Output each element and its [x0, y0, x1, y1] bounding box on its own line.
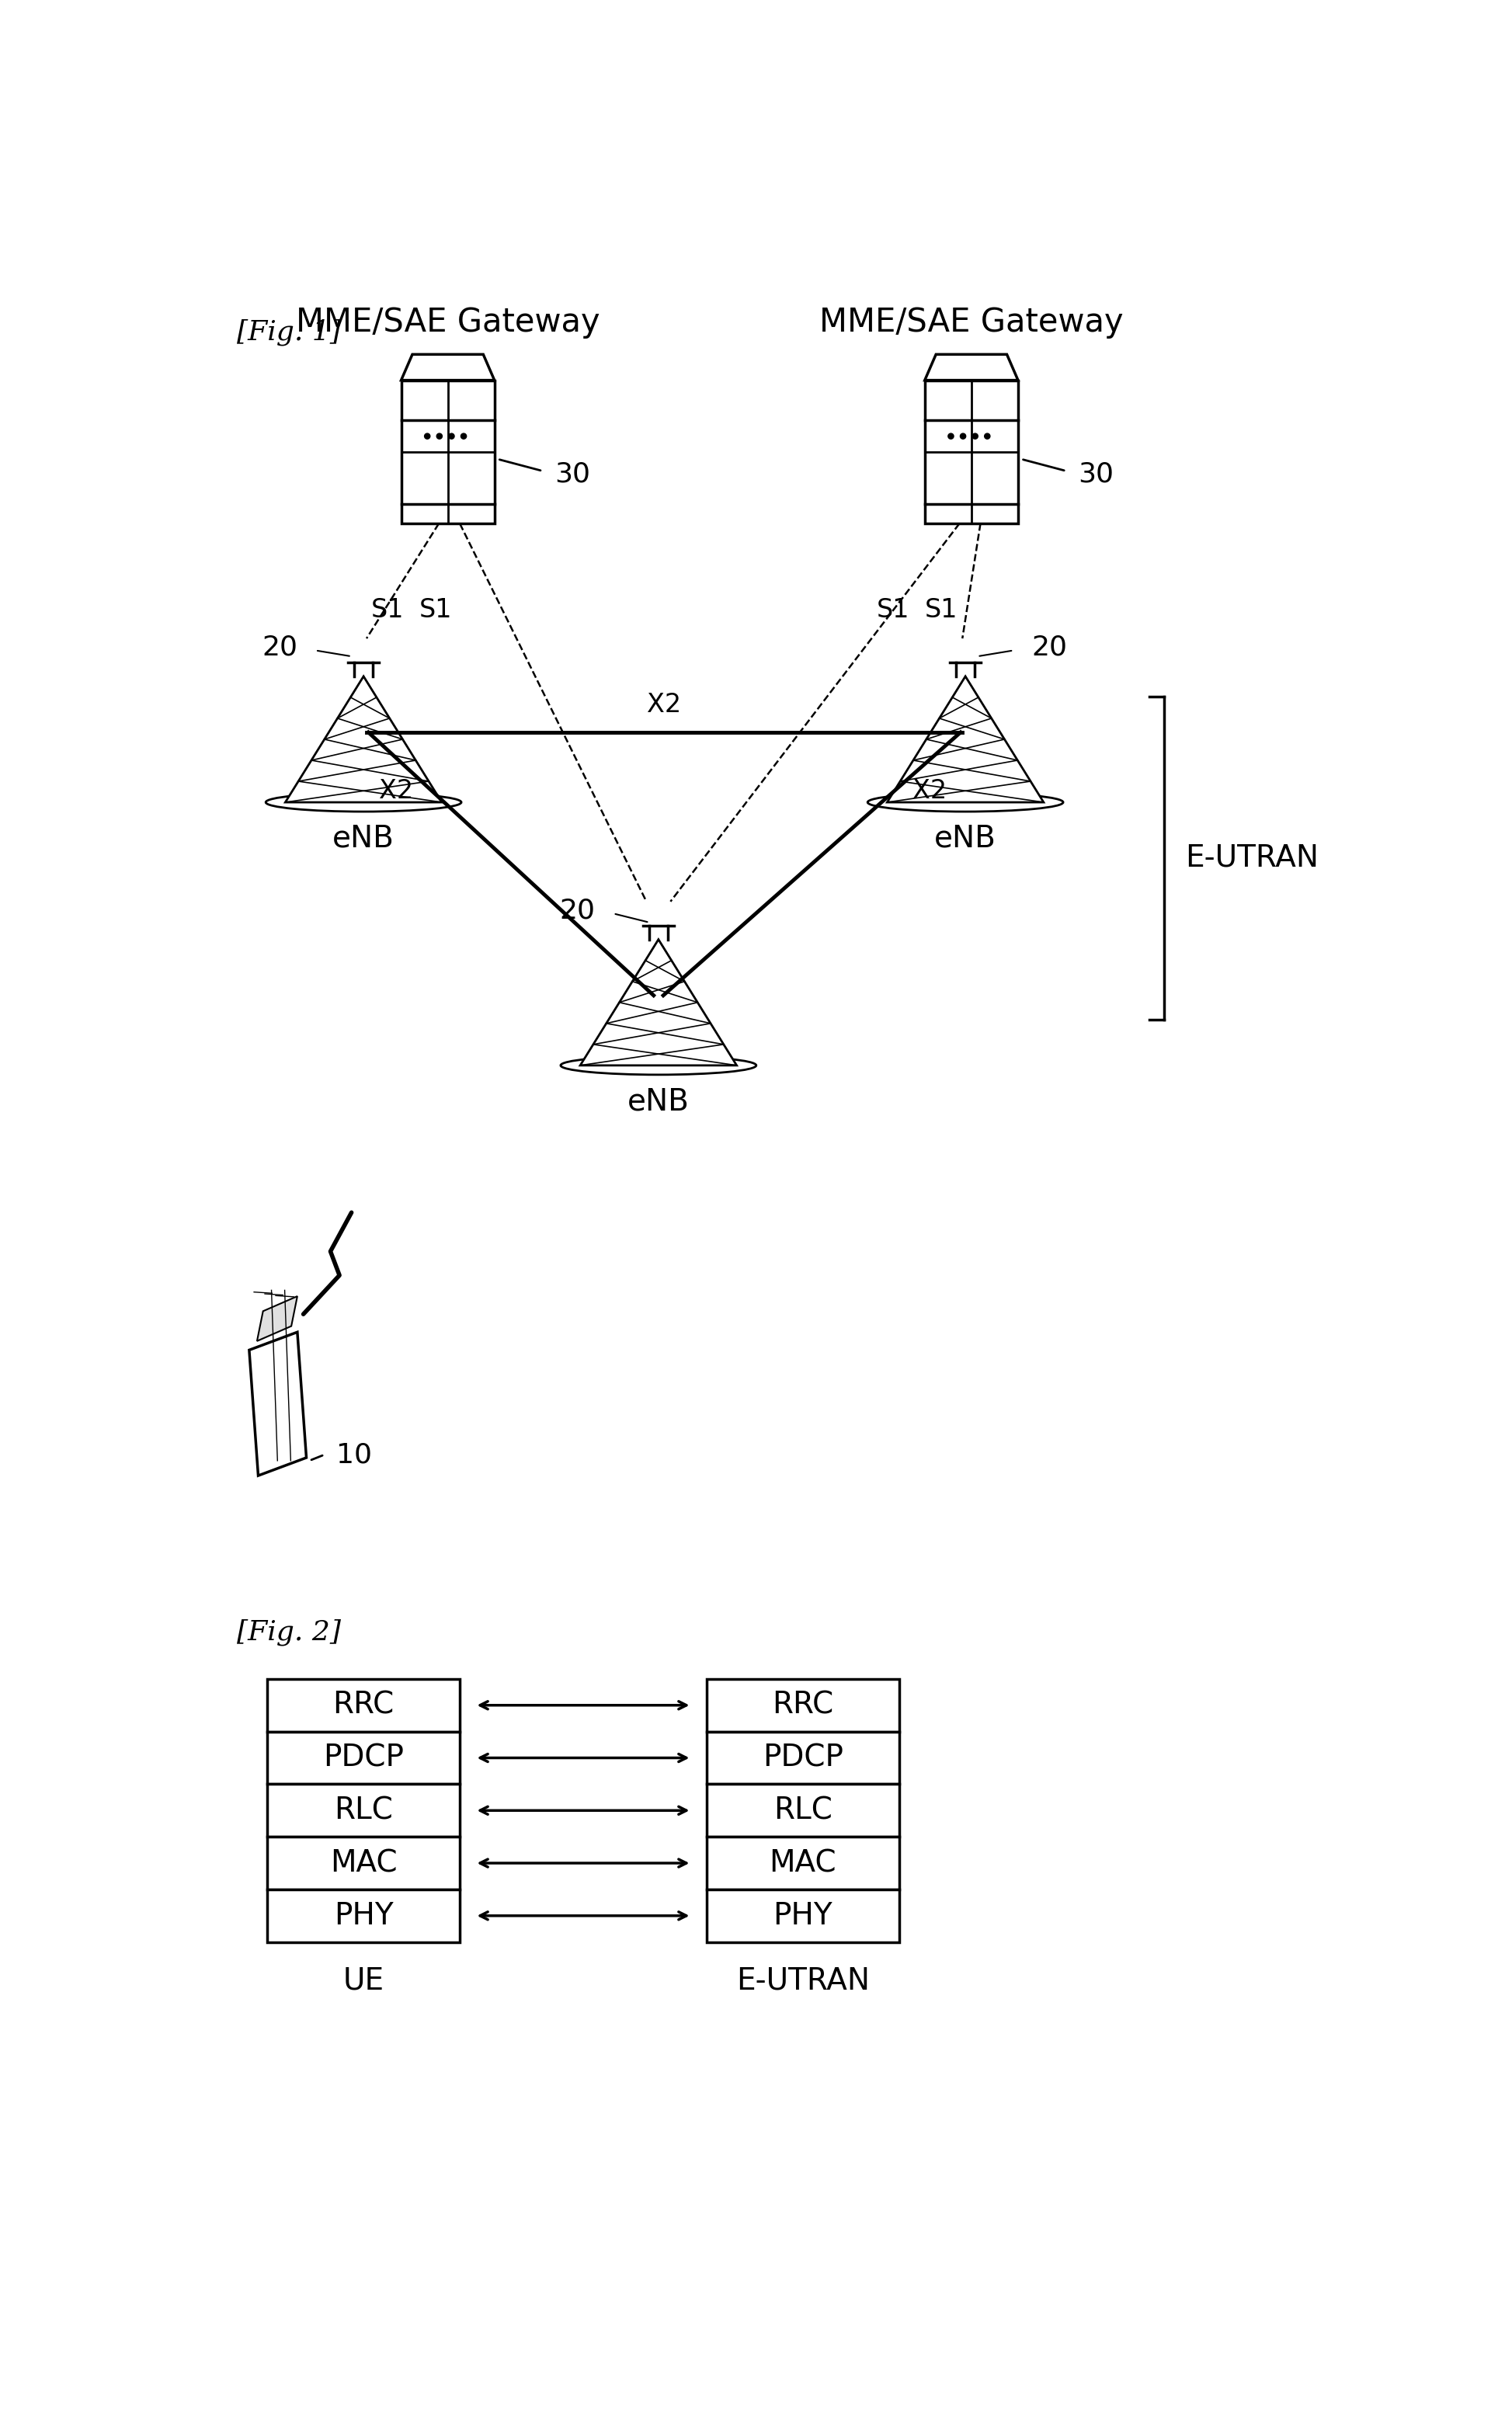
Circle shape	[960, 433, 966, 440]
Bar	[268, 1733, 460, 1784]
Bar	[706, 1891, 900, 1942]
Text: 20: 20	[262, 634, 298, 661]
Text: RRC: RRC	[773, 1691, 833, 1720]
Circle shape	[972, 433, 978, 440]
Bar	[706, 1784, 900, 1837]
Polygon shape	[401, 355, 494, 379]
Ellipse shape	[266, 792, 461, 812]
Ellipse shape	[868, 792, 1063, 812]
Text: S1: S1	[419, 598, 452, 622]
Text: PDCP: PDCP	[324, 1742, 404, 1771]
Text: 20: 20	[559, 897, 596, 923]
Polygon shape	[888, 676, 1043, 802]
Text: 30: 30	[555, 462, 590, 486]
Bar	[268, 1679, 460, 1733]
Polygon shape	[925, 355, 1018, 379]
Text: eNB: eNB	[934, 824, 996, 853]
Polygon shape	[581, 940, 736, 1064]
Circle shape	[984, 433, 990, 440]
Circle shape	[461, 433, 467, 440]
Text: PHY: PHY	[773, 1900, 833, 1929]
Bar	[268, 1784, 460, 1837]
Bar	[925, 379, 1018, 525]
Text: E-UTRAN: E-UTRAN	[736, 1966, 869, 1995]
Text: X2: X2	[647, 693, 682, 717]
Text: X2: X2	[913, 778, 947, 804]
Circle shape	[437, 433, 442, 440]
Circle shape	[948, 433, 954, 440]
Bar	[706, 1679, 900, 1733]
Text: MME/SAE Gateway: MME/SAE Gateway	[820, 306, 1123, 338]
Text: S1: S1	[370, 598, 404, 622]
Polygon shape	[257, 1295, 298, 1341]
Text: E-UTRAN: E-UTRAN	[1185, 843, 1318, 872]
Text: MME/SAE Gateway: MME/SAE Gateway	[296, 306, 600, 338]
Circle shape	[425, 433, 429, 440]
Text: S1: S1	[925, 598, 957, 622]
Text: MAC: MAC	[770, 1849, 836, 1878]
Text: MAC: MAC	[330, 1849, 398, 1878]
Text: RLC: RLC	[774, 1796, 832, 1825]
Text: RLC: RLC	[334, 1796, 393, 1825]
Bar	[268, 1837, 460, 1891]
Bar	[706, 1837, 900, 1891]
Text: 20: 20	[1031, 634, 1067, 661]
Text: PDCP: PDCP	[762, 1742, 844, 1771]
Text: PHY: PHY	[334, 1900, 393, 1929]
Ellipse shape	[561, 1057, 756, 1074]
Text: [Fig. 1]: [Fig. 1]	[237, 318, 342, 345]
Polygon shape	[286, 676, 442, 802]
Text: eNB: eNB	[627, 1086, 689, 1115]
Circle shape	[449, 433, 454, 440]
Text: [Fig. 2]: [Fig. 2]	[237, 1618, 342, 1645]
Text: UE: UE	[343, 1966, 384, 1995]
Bar	[706, 1733, 900, 1784]
Text: RRC: RRC	[333, 1691, 395, 1720]
Bar	[401, 379, 494, 525]
Polygon shape	[249, 1332, 307, 1475]
Bar	[268, 1891, 460, 1942]
Text: 10: 10	[337, 1441, 372, 1468]
Text: X2: X2	[380, 778, 413, 804]
Text: S1: S1	[877, 598, 910, 622]
Text: eNB: eNB	[333, 824, 395, 853]
Text: 30: 30	[1078, 462, 1114, 486]
